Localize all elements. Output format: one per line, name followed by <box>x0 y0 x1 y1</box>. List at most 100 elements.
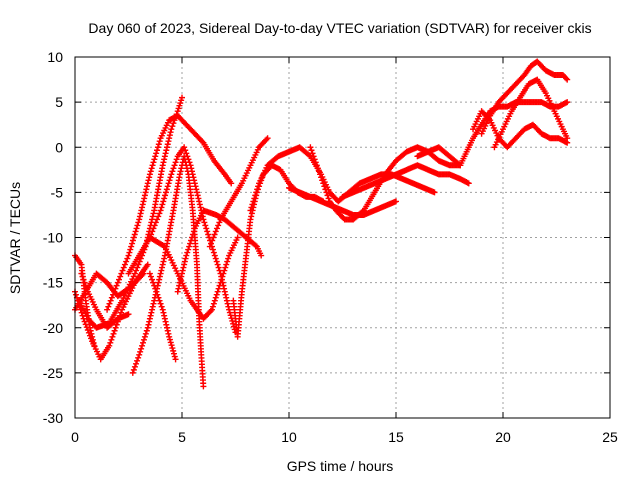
data-point <box>219 273 226 280</box>
data-point <box>215 285 222 292</box>
data-point <box>147 312 154 319</box>
data-point <box>210 300 217 307</box>
data-point <box>264 135 271 142</box>
y-tick-label: -10 <box>43 230 63 246</box>
data-point <box>164 141 171 148</box>
data-point <box>178 165 185 172</box>
data-point <box>168 257 175 264</box>
data-point <box>221 288 228 295</box>
data-point <box>149 303 156 310</box>
data-point <box>168 342 175 349</box>
data-point <box>131 270 138 277</box>
data-point <box>206 243 213 250</box>
data-point <box>212 294 219 301</box>
data-point <box>310 153 317 160</box>
data-point <box>140 198 147 205</box>
data-point <box>323 189 330 196</box>
data-point <box>187 240 194 247</box>
data-point <box>122 289 129 296</box>
data-point <box>253 189 260 196</box>
series-track-16 <box>307 144 464 223</box>
data-point <box>121 261 128 268</box>
data-point <box>196 201 203 208</box>
data-point <box>144 324 151 331</box>
data-point <box>79 273 86 280</box>
data-point <box>209 303 216 310</box>
data-point <box>139 271 146 278</box>
data-point <box>172 356 179 363</box>
data-point <box>169 345 176 352</box>
data-point <box>181 258 188 265</box>
data-point <box>207 307 214 314</box>
data-point <box>201 219 208 226</box>
data-point <box>307 144 314 151</box>
data-point <box>564 135 571 142</box>
data-point <box>215 222 222 229</box>
data-point <box>124 255 131 262</box>
data-point <box>140 339 147 346</box>
data-point <box>131 231 138 238</box>
data-point <box>165 251 172 258</box>
series-track-15 <box>286 184 399 218</box>
data-point <box>208 240 215 247</box>
data-point <box>143 186 150 193</box>
data-point <box>181 144 188 151</box>
series-track-22 <box>491 76 571 151</box>
data-point <box>164 324 171 331</box>
data-point <box>168 171 175 178</box>
data-point <box>177 276 184 283</box>
series-track-21 <box>470 108 571 151</box>
data-point <box>225 255 232 262</box>
data-point <box>159 162 166 169</box>
y-tick-label: -5 <box>51 184 64 200</box>
data-point <box>109 333 116 340</box>
series-track-19 <box>457 99 571 169</box>
x-tick-label: 15 <box>388 429 404 445</box>
plot-area <box>72 58 571 390</box>
series-track-10 <box>146 234 241 322</box>
data-point <box>311 156 318 163</box>
data-point <box>106 342 113 349</box>
data-point <box>133 225 140 232</box>
data-point <box>163 186 170 193</box>
data-point <box>247 207 254 214</box>
data-point <box>136 216 143 223</box>
data-point <box>225 303 232 310</box>
data-point <box>184 249 191 256</box>
data-point <box>309 150 316 157</box>
data-point <box>211 297 218 304</box>
data-point <box>217 279 224 286</box>
data-point <box>177 100 184 107</box>
data-point <box>181 261 188 268</box>
data-point <box>124 295 131 302</box>
data-point <box>188 237 195 244</box>
data-point <box>166 135 173 142</box>
data-point <box>162 189 169 196</box>
data-point <box>160 159 167 166</box>
data-point <box>181 153 188 160</box>
data-point <box>120 264 127 271</box>
data-point <box>226 306 233 313</box>
data-point <box>125 252 132 259</box>
data-point <box>169 168 176 175</box>
data-point <box>119 306 126 313</box>
data-point <box>159 264 166 271</box>
data-point <box>223 261 230 268</box>
data-point <box>104 306 111 313</box>
data-point <box>132 360 139 367</box>
data-point <box>183 150 190 157</box>
data-point <box>563 75 570 82</box>
data-point <box>150 300 157 307</box>
data-point <box>84 327 91 334</box>
data-point <box>161 312 168 319</box>
data-point <box>564 76 571 83</box>
data-point <box>125 293 132 300</box>
data-point <box>125 311 132 318</box>
data-point <box>130 273 137 280</box>
data-point <box>210 234 217 241</box>
data-point <box>146 318 153 325</box>
x-axis-label: GPS time / hours <box>287 458 394 474</box>
data-point <box>156 297 163 304</box>
data-point <box>113 321 120 328</box>
data-point <box>149 276 156 283</box>
